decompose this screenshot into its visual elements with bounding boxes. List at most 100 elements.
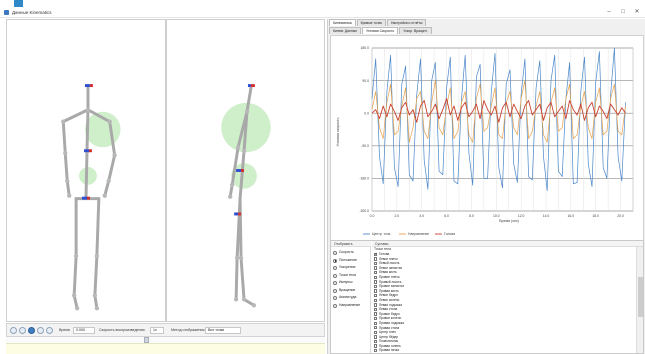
joint-label: Левый локоть <box>379 261 400 266</box>
checkbox[interactable] <box>373 257 377 261</box>
radio-button[interactable] <box>333 266 337 270</box>
time-field[interactable]: 0.000 <box>73 327 95 334</box>
front-joints <box>61 107 117 311</box>
joint-item[interactable]: Правая пятка <box>372 348 635 353</box>
analysis-panel: Кинематика Кривые точек Настройки и отчё… <box>327 19 645 354</box>
display-option[interactable]: Положение <box>331 257 370 265</box>
checkbox[interactable] <box>373 266 377 270</box>
play-button[interactable] <box>28 327 35 334</box>
minimize-button[interactable]: – <box>607 9 611 15</box>
joint-item[interactable]: Правая стопа <box>372 326 635 331</box>
checkbox[interactable] <box>373 344 377 348</box>
display-mode-select[interactable]: Все точки <box>205 327 241 334</box>
joint-item[interactable]: Голова <box>372 252 635 257</box>
radio-button[interactable] <box>333 273 337 278</box>
joint-item[interactable]: Правая лодыжка <box>372 321 635 326</box>
checkbox[interactable] <box>373 293 377 298</box>
checkbox[interactable] <box>373 298 377 302</box>
checkbox[interactable] <box>373 303 377 307</box>
checkbox[interactable] <box>373 312 377 316</box>
joint-label: Правая голень <box>379 343 401 348</box>
joint-item[interactable]: Правая голень <box>372 344 635 349</box>
radio-button[interactable] <box>333 288 337 293</box>
checkbox[interactable] <box>373 284 377 289</box>
display-option[interactable]: Амплитуда <box>331 294 370 302</box>
joint-list-header: Точки тела <box>374 247 391 251</box>
tab-settings[interactable]: Настройки и отчёты <box>386 19 427 26</box>
radio-button[interactable] <box>333 258 337 263</box>
joint-item[interactable]: Центр плеч <box>372 330 635 335</box>
previous-frame-button[interactable] <box>19 327 26 334</box>
tab-kinematics[interactable]: Кинематика <box>329 19 356 26</box>
joint-item[interactable]: Центр бёдер <box>372 335 635 340</box>
display-option[interactable]: Скорость <box>331 249 370 257</box>
display-option[interactable]: Импульс <box>331 279 370 287</box>
joint-item[interactable]: Левое плечо <box>372 257 635 262</box>
checkbox[interactable] <box>373 326 377 330</box>
checkbox[interactable] <box>373 316 377 321</box>
y-tick-label: 180.0 <box>361 46 370 50</box>
joint-item[interactable]: Левое запястье <box>372 266 635 271</box>
joint-item[interactable]: Левая стопа <box>372 307 635 312</box>
checkbox[interactable] <box>373 275 377 279</box>
joint-item[interactable]: Позвоночник <box>372 339 635 344</box>
display-option-label: Направление <box>339 302 361 307</box>
joint-label: Левое бедро <box>379 293 398 298</box>
joint-item[interactable]: Правое бедро <box>372 312 635 317</box>
maximize-button[interactable]: □ <box>621 9 625 15</box>
joint-item[interactable]: Левое колено <box>372 298 635 303</box>
next-frame-button[interactable] <box>37 327 44 334</box>
side-bones <box>228 86 256 307</box>
side-joints <box>228 109 257 308</box>
joint-label: Правое колено <box>379 316 402 321</box>
display-option[interactable]: Направление <box>331 302 370 310</box>
joint-item[interactable]: Правая кисть <box>372 289 635 294</box>
joint-item[interactable]: Правое плечо <box>372 275 635 280</box>
checkbox[interactable] <box>373 252 378 257</box>
joint-label: Голова <box>379 252 390 256</box>
joint-item[interactable]: Правый локоть <box>372 280 635 285</box>
checkbox[interactable] <box>373 349 377 353</box>
x-tick-label: 10.0 <box>493 214 500 218</box>
checkbox[interactable] <box>373 339 377 344</box>
checkbox[interactable] <box>373 330 377 335</box>
radio-button[interactable] <box>333 281 337 285</box>
joint-item[interactable]: Левая лодыжка <box>372 303 635 308</box>
checkbox[interactable] <box>373 270 377 275</box>
checkbox[interactable] <box>373 307 377 312</box>
radio-button[interactable] <box>333 303 337 308</box>
tab-angular-velocity[interactable]: Угловая Скорость <box>362 27 399 34</box>
joint-item[interactable]: Левая кисть <box>372 270 635 275</box>
scroll-thumb[interactable] <box>638 277 643 317</box>
checkbox[interactable] <box>373 261 377 266</box>
front-skeleton-viewport[interactable] <box>6 19 166 322</box>
radio-button[interactable] <box>333 251 337 255</box>
tab-point-curves[interactable]: Кривые точек <box>356 19 386 26</box>
fast-forward-button[interactable] <box>46 327 53 334</box>
joint-list-scrollbar[interactable] <box>636 247 643 353</box>
joint-item[interactable]: Левый локоть <box>372 261 635 266</box>
close-button[interactable]: ✕ <box>634 9 640 15</box>
checkbox[interactable] <box>373 335 377 339</box>
legend-label: Центр. точк. <box>372 232 391 236</box>
joints-header: Суставы <box>372 241 643 247</box>
joint-item[interactable]: Левое бедро <box>372 293 635 298</box>
tab-kinematic-data[interactable]: Кинем. Данные <box>329 27 362 34</box>
joint-label: Правый локоть <box>379 279 402 284</box>
checkbox[interactable] <box>373 321 377 325</box>
joint-item[interactable]: Правое колено <box>372 316 635 321</box>
checkbox[interactable] <box>373 280 377 284</box>
radio-button[interactable] <box>333 296 337 300</box>
checkbox[interactable] <box>373 289 377 293</box>
tab-rotation-acceleration[interactable]: Ускор. Вращен. <box>399 27 432 34</box>
side-skeleton-viewport[interactable] <box>166 19 325 322</box>
rewind-button[interactable] <box>10 327 17 334</box>
joint-item[interactable]: Правое запястье <box>372 284 635 289</box>
y-axis-label: Угловая скорость <box>336 117 340 146</box>
display-option[interactable]: Ускорение <box>331 264 370 272</box>
speed-select[interactable]: 1x <box>150 327 164 334</box>
timeline-slider[interactable] <box>6 337 325 343</box>
display-option[interactable]: Точки тела <box>331 272 370 280</box>
timeline-thumb[interactable] <box>144 337 149 343</box>
display-option[interactable]: Вращение <box>331 287 370 295</box>
